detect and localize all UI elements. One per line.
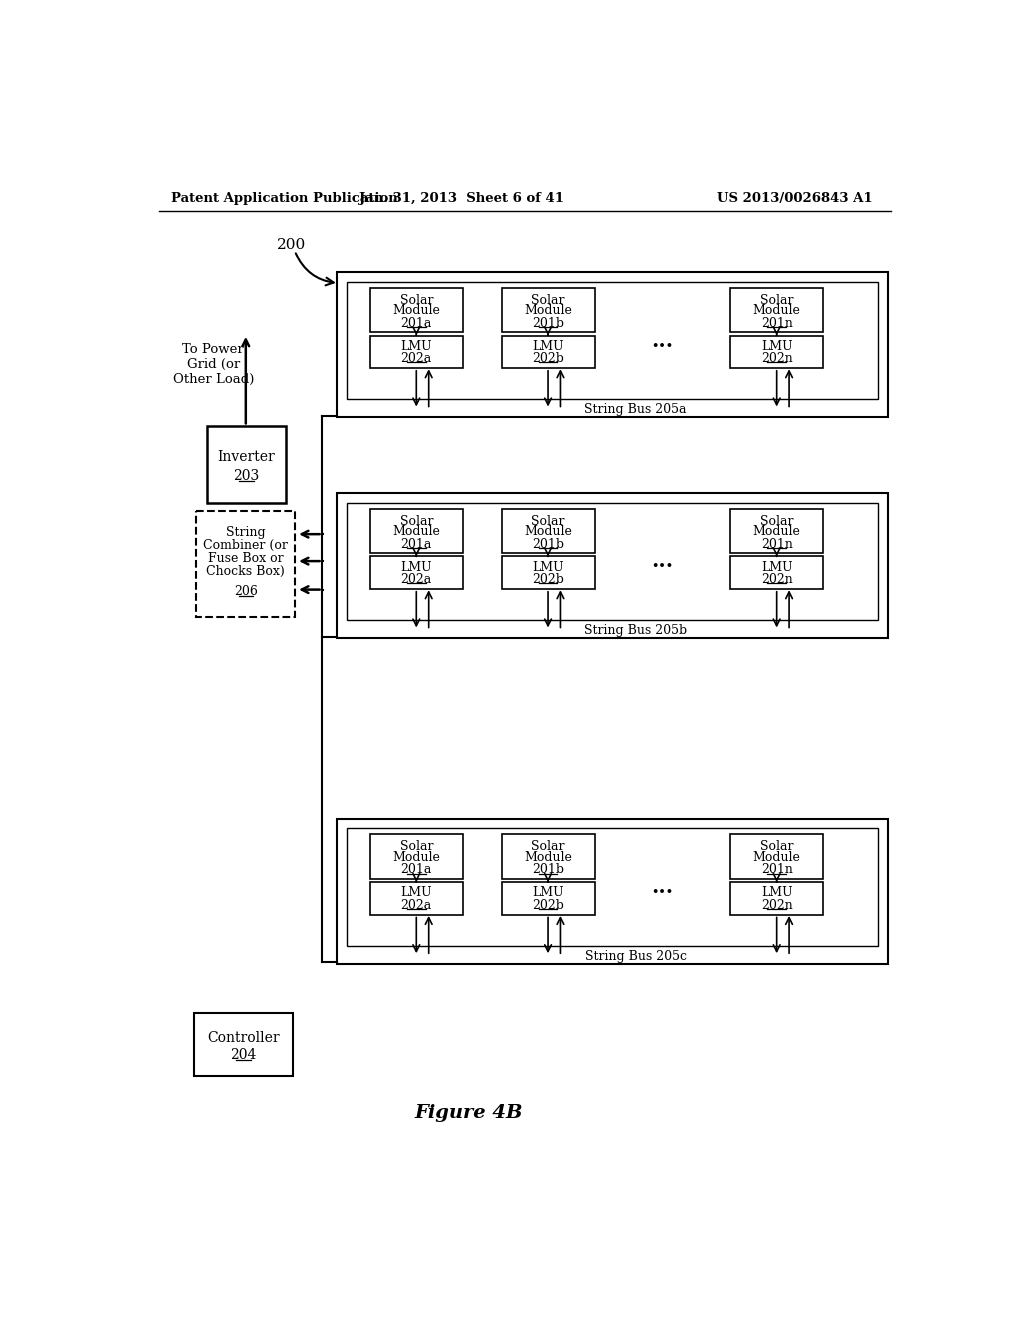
Text: LMU: LMU xyxy=(761,887,793,899)
Text: Module: Module xyxy=(753,305,801,317)
Bar xyxy=(346,281,879,400)
Text: Chocks Box): Chocks Box) xyxy=(207,565,285,578)
Text: 202b: 202b xyxy=(532,352,564,366)
Text: String: String xyxy=(226,527,265,539)
Text: 202n: 202n xyxy=(761,899,793,912)
Bar xyxy=(730,335,823,368)
Text: 201a: 201a xyxy=(400,537,432,550)
Text: Fuse Box or: Fuse Box or xyxy=(208,552,284,565)
Bar xyxy=(337,818,888,964)
Text: 202n: 202n xyxy=(761,352,793,366)
Text: 204: 204 xyxy=(230,1048,257,1063)
Bar xyxy=(370,834,463,879)
Bar xyxy=(370,557,463,589)
Bar xyxy=(730,834,823,879)
Text: Solar: Solar xyxy=(531,293,565,306)
Text: String Bus 205a: String Bus 205a xyxy=(585,403,687,416)
Text: To Power
Grid (or
Other Load): To Power Grid (or Other Load) xyxy=(173,343,254,387)
Text: Solar: Solar xyxy=(760,841,794,853)
Text: Solar: Solar xyxy=(760,515,794,528)
Text: LMU: LMU xyxy=(761,339,793,352)
Text: ...: ... xyxy=(651,878,674,898)
Text: Combiner (or: Combiner (or xyxy=(204,539,288,552)
Bar xyxy=(370,508,463,553)
Text: Inverter: Inverter xyxy=(218,450,275,465)
Text: Jan. 31, 2013  Sheet 6 of 41: Jan. 31, 2013 Sheet 6 of 41 xyxy=(358,191,564,205)
Bar xyxy=(730,508,823,553)
Text: Solar: Solar xyxy=(531,515,565,528)
Text: 200: 200 xyxy=(276,238,306,252)
Text: Solar: Solar xyxy=(760,293,794,306)
Text: ...: ... xyxy=(651,330,674,351)
Text: Module: Module xyxy=(392,305,440,317)
Text: 201b: 201b xyxy=(532,537,564,550)
Bar xyxy=(346,829,879,946)
Text: Patent Application Publication: Patent Application Publication xyxy=(171,191,397,205)
Text: 202b: 202b xyxy=(532,899,564,912)
Bar xyxy=(370,882,463,915)
Text: 201b: 201b xyxy=(532,317,564,330)
Text: ...: ... xyxy=(651,552,674,572)
Text: 202a: 202a xyxy=(400,352,432,366)
Text: 202a: 202a xyxy=(400,573,432,586)
Bar xyxy=(370,288,463,333)
Text: 206: 206 xyxy=(233,585,258,598)
Bar xyxy=(337,272,888,417)
Text: Controller: Controller xyxy=(207,1031,280,1044)
Bar xyxy=(730,557,823,589)
Text: LMU: LMU xyxy=(400,561,432,574)
Text: 202b: 202b xyxy=(532,573,564,586)
Text: 201b: 201b xyxy=(532,863,564,876)
Bar xyxy=(346,503,879,620)
Bar xyxy=(502,557,595,589)
Bar xyxy=(370,335,463,368)
Text: LMU: LMU xyxy=(532,561,564,574)
Bar xyxy=(730,288,823,333)
Text: Figure 4B: Figure 4B xyxy=(415,1105,523,1122)
Text: 201a: 201a xyxy=(400,863,432,876)
Bar xyxy=(337,494,888,638)
Text: Module: Module xyxy=(753,525,801,539)
Text: 202n: 202n xyxy=(761,573,793,586)
Text: Module: Module xyxy=(753,851,801,865)
Text: Solar: Solar xyxy=(399,293,433,306)
Text: 201n: 201n xyxy=(761,317,793,330)
Text: 201a: 201a xyxy=(400,317,432,330)
Bar xyxy=(502,834,595,879)
Text: Solar: Solar xyxy=(399,841,433,853)
Text: String Bus 205c: String Bus 205c xyxy=(585,949,687,962)
Bar xyxy=(502,508,595,553)
Bar xyxy=(194,1014,293,1076)
Text: String Bus 205b: String Bus 205b xyxy=(584,624,687,638)
Text: 203: 203 xyxy=(233,470,260,483)
Bar xyxy=(730,882,823,915)
Bar xyxy=(502,335,595,368)
Text: Module: Module xyxy=(524,851,572,865)
Bar xyxy=(197,511,295,618)
Text: 202a: 202a xyxy=(400,899,432,912)
Text: LMU: LMU xyxy=(400,887,432,899)
Text: LMU: LMU xyxy=(761,561,793,574)
Text: LMU: LMU xyxy=(532,339,564,352)
Text: Solar: Solar xyxy=(399,515,433,528)
Bar xyxy=(502,288,595,333)
Text: Module: Module xyxy=(392,851,440,865)
Text: LMU: LMU xyxy=(532,887,564,899)
Text: 201n: 201n xyxy=(761,537,793,550)
Text: Module: Module xyxy=(392,525,440,539)
Text: Solar: Solar xyxy=(531,841,565,853)
Text: Module: Module xyxy=(524,305,572,317)
Bar xyxy=(207,426,286,503)
Text: LMU: LMU xyxy=(400,339,432,352)
Text: US 2013/0026843 A1: US 2013/0026843 A1 xyxy=(717,191,872,205)
Bar xyxy=(502,882,595,915)
Text: 201n: 201n xyxy=(761,863,793,876)
Text: Module: Module xyxy=(524,525,572,539)
